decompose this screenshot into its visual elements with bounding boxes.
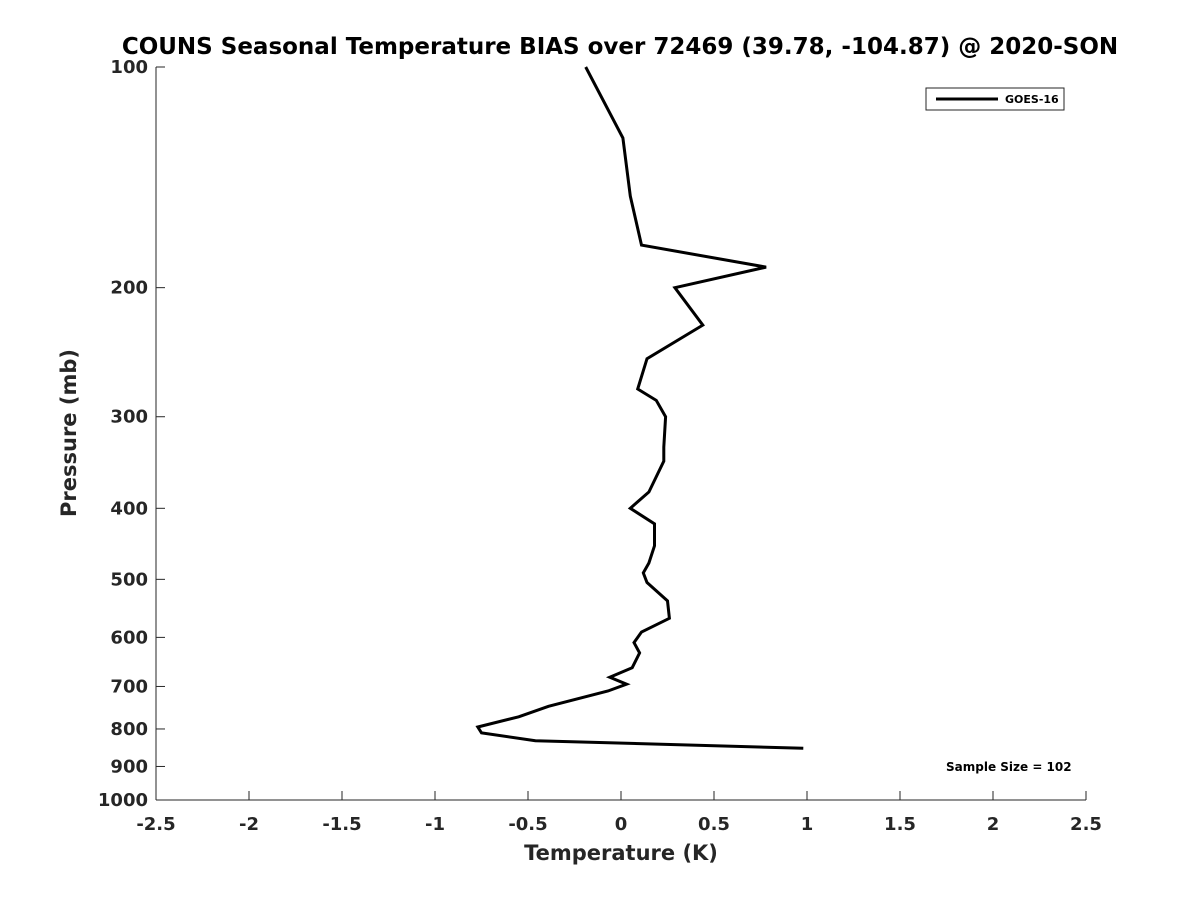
legend: GOES-16 xyxy=(925,87,1065,111)
y-tick-label: 400 xyxy=(110,498,148,519)
x-tick-label: 2.5 xyxy=(1070,814,1102,835)
x-tick-label: 0 xyxy=(615,814,628,835)
y-tick-label: 500 xyxy=(110,569,148,590)
x-tick-label: -1.5 xyxy=(322,814,361,835)
y-tick-label: 800 xyxy=(110,719,148,740)
x-tick-label: 2 xyxy=(987,814,1000,835)
y-tick-label: 900 xyxy=(110,756,148,777)
x-tick-label: -2.5 xyxy=(136,814,175,835)
x-ticks: -2.5 -2 -1.5 -1 -0.5 0 0.5 1 1.5 2 2.5 xyxy=(136,791,1102,835)
series-line-goes-16 xyxy=(475,66,804,750)
series-layer xyxy=(475,66,804,750)
x-axis-label: Temperature (K) xyxy=(524,841,718,865)
y-tick-label: 100 xyxy=(110,57,148,78)
x-tick-label: 0.5 xyxy=(698,814,730,835)
axes xyxy=(155,67,1086,801)
y-tick-label: 200 xyxy=(110,278,148,299)
x-tick-label: -1 xyxy=(425,814,445,835)
chart-title: COUNS Seasonal Temperature BIAS over 724… xyxy=(122,34,1118,60)
y-tick-label: 700 xyxy=(110,676,148,697)
y-axis-label: Pressure (mb) xyxy=(57,349,81,517)
x-tick-label: 1.5 xyxy=(884,814,916,835)
sample-size-annotation: Sample Size = 102 xyxy=(946,760,1072,774)
y-ticks: 100 200 300 400 500 600 700 800 900 1000 xyxy=(98,57,165,811)
y-tick-label: 300 xyxy=(110,407,148,428)
legend-label-goes-16: GOES-16 xyxy=(1005,93,1059,106)
x-tick-label: -0.5 xyxy=(508,814,547,835)
y-tick-label: 600 xyxy=(110,627,148,648)
x-tick-label: -2 xyxy=(239,814,259,835)
y-tick-label: 1000 xyxy=(98,790,148,811)
x-tick-label: 1 xyxy=(801,814,814,835)
